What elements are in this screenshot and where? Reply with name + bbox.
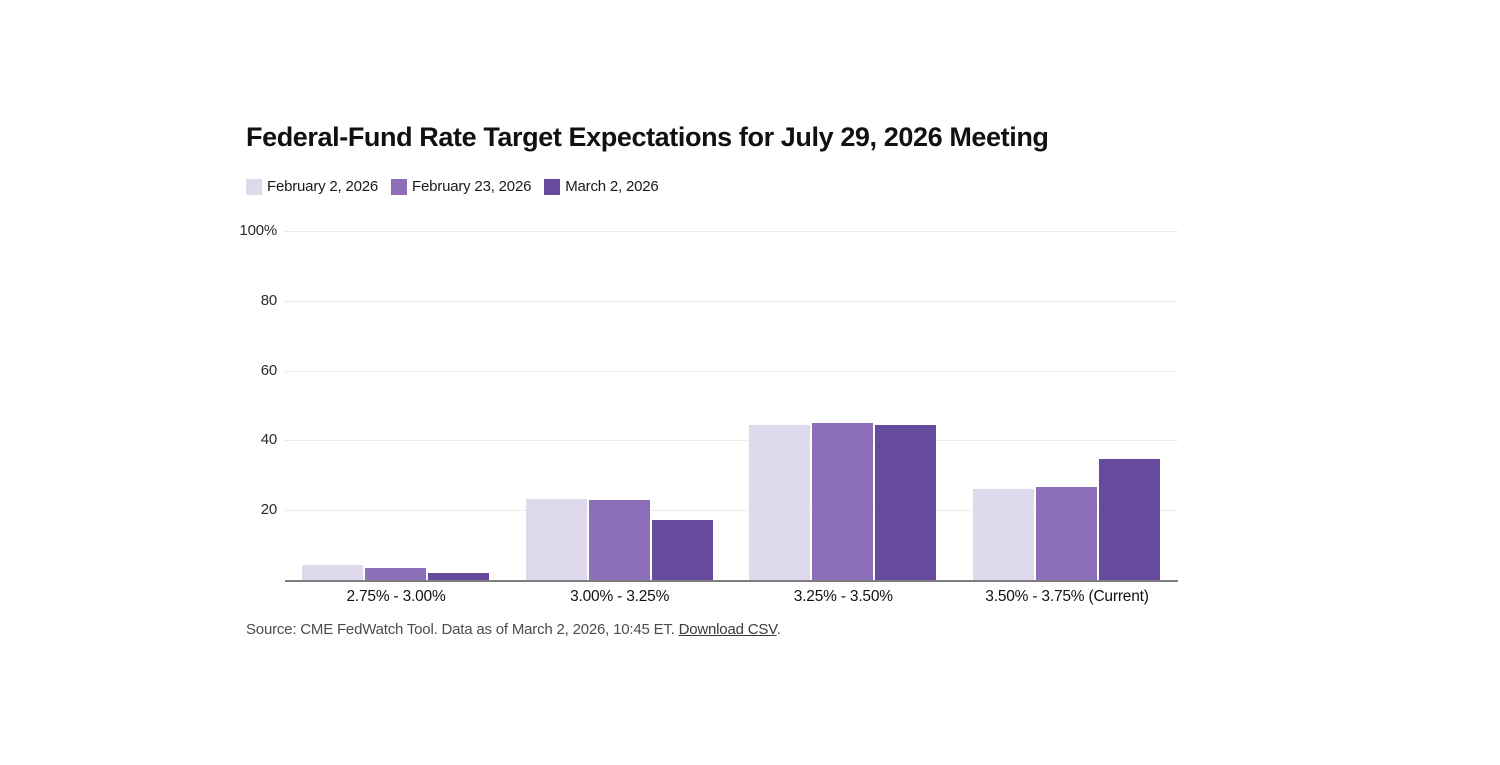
source-text: Source: CME FedWatch Tool. Data as of Ma… — [246, 621, 679, 638]
x-axis-category-label: 3.25% - 3.50% — [793, 588, 893, 605]
download-csv-link[interactable]: Download CSV — [678, 621, 777, 638]
bar-group — [973, 458, 1161, 580]
legend-swatch — [246, 178, 262, 195]
plot-area: 100% 80 60 40 20 2.75% - 3.00% 3.00% - 3.25% 3.… — [239, 222, 1178, 605]
bar-series-2 — [428, 573, 489, 580]
gridline — [285, 300, 1178, 302]
gridline — [285, 231, 1178, 232]
gridline — [285, 440, 1178, 442]
y-axis-tick-label: 100% — [239, 222, 277, 239]
bar-group — [525, 498, 714, 580]
legend-item: March 2, 2026 — [544, 178, 659, 195]
source-suffix: . — [776, 621, 781, 638]
legend-swatch — [391, 178, 408, 195]
legend-item: February 2, 2026 — [246, 178, 378, 195]
gridline — [285, 370, 1178, 372]
y-axis-tick-label: 20 — [260, 501, 277, 519]
x-axis-category-label: 3.50% - 3.75% (Current) — [985, 588, 1149, 605]
legend-label: February 2, 2026 — [267, 178, 379, 195]
source-note: Source: CME FedWatch Tool. Data as of Ma… — [246, 621, 781, 638]
bar-series-0 — [302, 564, 363, 580]
x-axis-category-label: 3.00% - 3.25% — [570, 588, 670, 605]
gridline — [285, 510, 1178, 512]
legend-label: March 2, 2026 — [565, 178, 659, 195]
bar-series-0 — [525, 498, 587, 580]
y-axis-tick-label: 40 — [260, 431, 277, 449]
bar-series-0 — [749, 425, 811, 580]
y-axis-tick-label: 60 — [260, 361, 277, 379]
y-axis-tick-label: 80 — [260, 291, 277, 309]
legend-label: February 23, 2026 — [412, 178, 532, 195]
bar-series-1 — [365, 568, 426, 580]
legend-swatch — [544, 178, 561, 195]
bar-series-1 — [588, 499, 650, 580]
bar-series-2 — [875, 425, 937, 580]
bar-series-1 — [812, 422, 874, 580]
bar-series-2 — [651, 519, 713, 580]
bar-series-1 — [1036, 486, 1097, 580]
legend-item: February 23, 2026 — [391, 178, 531, 195]
bar-group — [749, 422, 937, 580]
chart-title: Federal-Fund Rate Target Expectations fo… — [246, 122, 1049, 152]
legend: February 2, 2026 February 23, 2026 March 2… — [246, 178, 659, 195]
bar-series-0 — [973, 488, 1034, 580]
bar-group — [302, 564, 490, 580]
x-axis-category-label: 2.75% - 3.00% — [346, 588, 446, 605]
bar-series-2 — [1099, 458, 1160, 580]
